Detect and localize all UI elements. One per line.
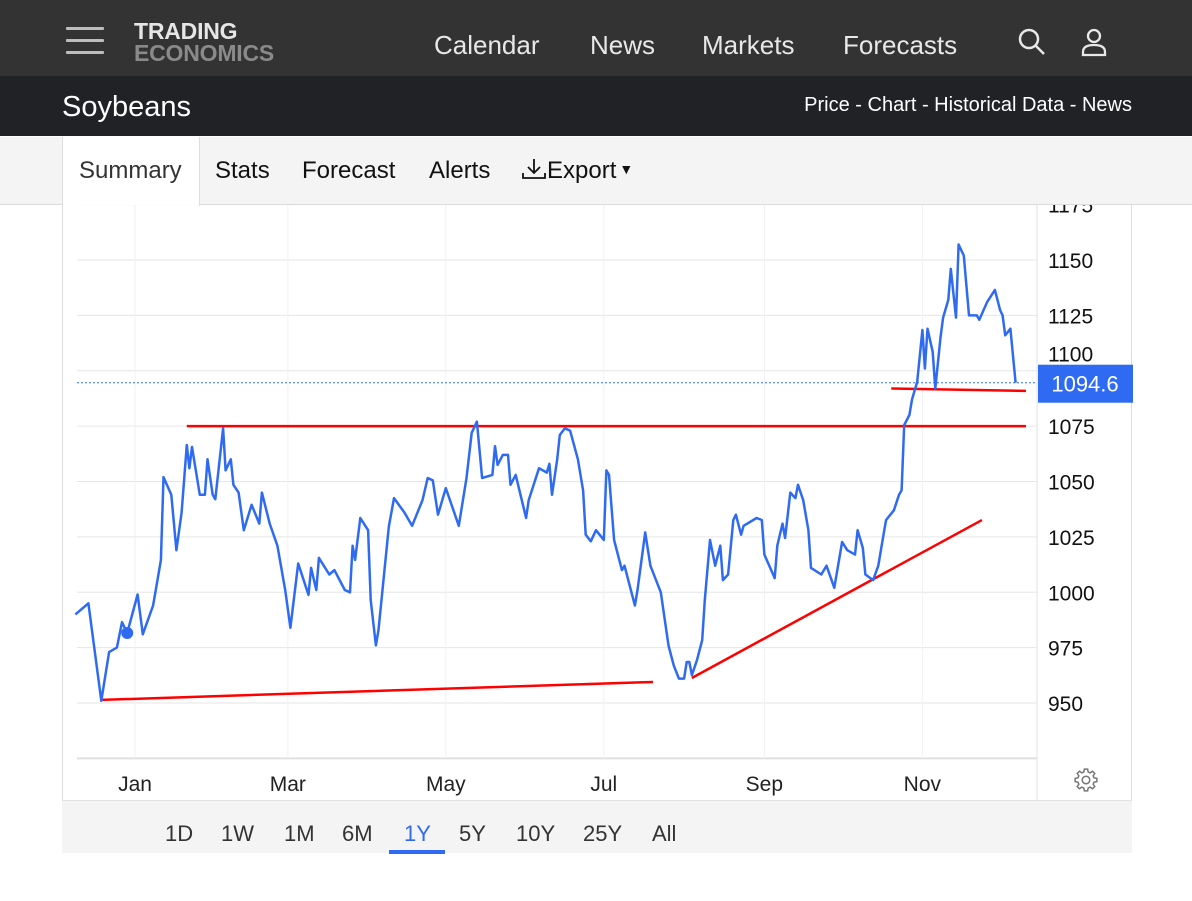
x-tick-label: Mar xyxy=(270,773,306,796)
y-tick-label: 1175 xyxy=(1048,205,1093,218)
tab-bar: Summary Stats Forecast Alerts Export ▼ xyxy=(0,137,1192,206)
range-6m[interactable]: 6M xyxy=(342,821,373,846)
page-title: Soybeans xyxy=(62,91,191,123)
nav-markets[interactable]: Markets xyxy=(702,30,795,60)
last-value-badge xyxy=(1038,364,1133,403)
active-range-indicator xyxy=(389,850,445,854)
range-selector: 1D 1W 1M 6M 1Y 5Y 10Y 25Y All xyxy=(62,800,1132,854)
caret-down-icon: ▼ xyxy=(619,161,634,177)
trendline xyxy=(101,680,654,702)
tab-summary[interactable]: Summary xyxy=(62,137,200,206)
y-tick-label: 1050 xyxy=(1048,472,1095,495)
y-tick-label: 1150 xyxy=(1048,250,1093,273)
y-tick-label: 950 xyxy=(1048,693,1083,716)
logo-line2: ECONOMICS xyxy=(134,40,275,66)
search-icon[interactable] xyxy=(1016,26,1048,58)
x-tick-label: Sep xyxy=(746,773,783,796)
last-value-label: 1094.6 xyxy=(1051,372,1118,397)
y-tick-label: 1025 xyxy=(1048,527,1095,550)
highlight-point xyxy=(121,627,134,640)
tab-forecast[interactable]: Forecast xyxy=(302,157,396,184)
range-1m[interactable]: 1M xyxy=(284,821,315,846)
page-links[interactable]: Price - Chart - Historical Data - News xyxy=(804,94,1132,116)
logo-line1: TRADING xyxy=(134,18,238,44)
x-tick-label: Jul xyxy=(590,773,617,796)
y-tick-label: 1075 xyxy=(1048,416,1095,439)
trendline xyxy=(691,518,983,680)
y-tick-label: 1100 xyxy=(1048,344,1093,367)
range-1w[interactable]: 1W xyxy=(221,821,254,846)
range-10y[interactable]: 10Y xyxy=(516,821,556,846)
x-tick-label: Nov xyxy=(904,773,942,796)
tab-stats[interactable]: Stats xyxy=(215,157,270,184)
x-tick-label: Jan xyxy=(118,773,152,796)
user-icon[interactable] xyxy=(1078,26,1110,58)
price-line xyxy=(74,243,1017,703)
x-tick-label: May xyxy=(426,773,466,796)
download-icon xyxy=(522,159,546,179)
y-tick-label: 1000 xyxy=(1048,582,1095,605)
nav-forecasts[interactable]: Forecasts xyxy=(843,30,958,60)
range-5y[interactable]: 5Y xyxy=(459,821,486,846)
tab-alerts[interactable]: Alerts xyxy=(429,157,491,184)
trendline xyxy=(891,387,1026,393)
tab-export[interactable]: Export ▼ xyxy=(521,157,633,185)
range-all[interactable]: All xyxy=(652,821,677,846)
range-1y[interactable]: 1Y xyxy=(404,821,431,846)
logo[interactable]: TRADING ECONOMICS xyxy=(134,18,275,66)
range-1d[interactable]: 1D xyxy=(165,821,194,846)
nav-calendar[interactable]: Calendar xyxy=(434,30,540,60)
y-tick-label: 975 xyxy=(1048,638,1083,661)
chart-container: 950 975 1000 1025 1050 1075 1100 1125 1150 1175 Ja… xyxy=(62,205,1133,853)
price-chart[interactable]: 950 975 1000 1025 1050 1075 1100 1125 1150 1175 Ja… xyxy=(63,205,1133,805)
top-navbar: TRADING ECONOMICS Calendar News Markets … xyxy=(0,0,1192,76)
y-tick-label: 1125 xyxy=(1048,305,1093,328)
page-header: Soybeans Price - Chart - Historical Data… xyxy=(0,76,1192,136)
export-label: Export xyxy=(547,157,617,184)
nav-news[interactable]: News xyxy=(590,30,656,60)
range-25y[interactable]: 25Y xyxy=(583,821,623,846)
gear-icon[interactable] xyxy=(1073,767,1099,793)
menu-icon[interactable] xyxy=(66,27,104,55)
